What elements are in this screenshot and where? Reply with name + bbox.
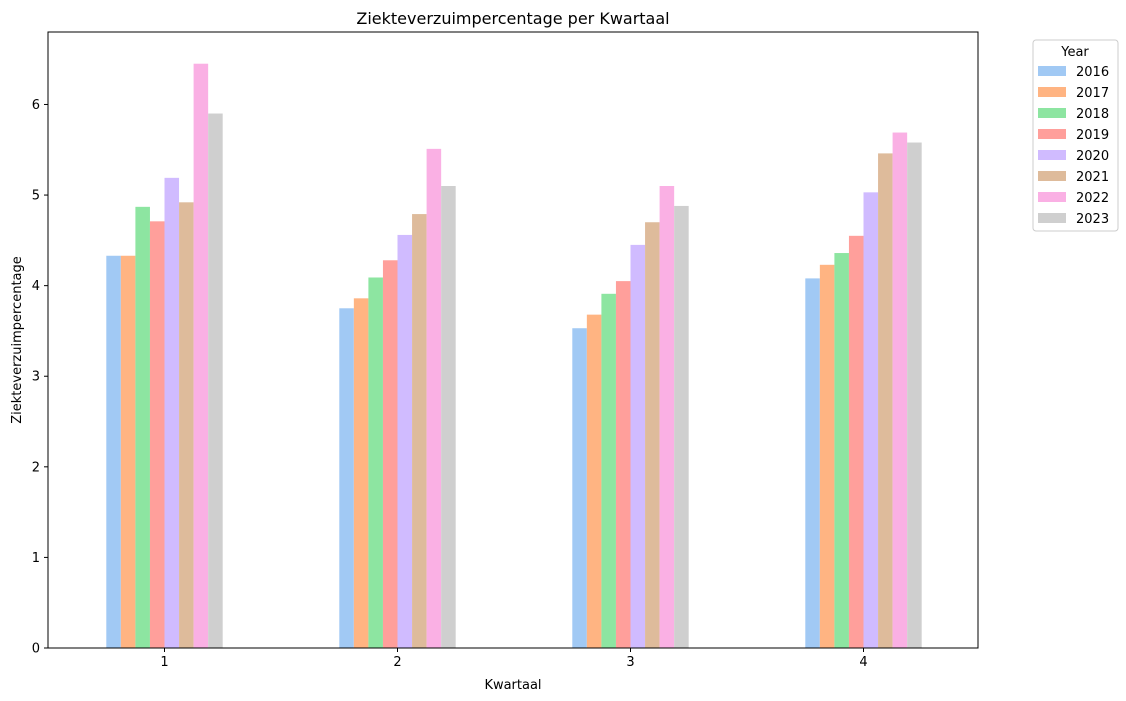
bar-2022-q3 — [659, 186, 675, 648]
legend-label-2021: 2021 — [1076, 170, 1109, 185]
bar-2019-q1 — [149, 221, 165, 648]
bar-2016-q1 — [106, 255, 121, 648]
x-axis: 1 2 3 4 — [160, 648, 868, 670]
bar-2018-q4 — [834, 253, 849, 649]
bar-2021-q3 — [645, 222, 660, 649]
y-tick-label: 1 — [32, 551, 40, 566]
x-axis-label: Kwartaal — [484, 678, 541, 693]
bar-2020-q1 — [164, 177, 180, 648]
legend-swatch-2019 — [1038, 129, 1066, 139]
bar-2019-q4 — [848, 235, 864, 648]
bar-2020-q4 — [863, 192, 879, 648]
legend-swatch-2017 — [1038, 87, 1066, 97]
legend-label-2023: 2023 — [1076, 212, 1109, 227]
legend-title: Year — [1060, 45, 1089, 60]
bar-2021-q4 — [878, 153, 893, 648]
plot-area — [106, 63, 922, 649]
y-tick-label: 4 — [32, 279, 40, 294]
bar-2018-q2 — [368, 277, 383, 648]
x-tick-label: 4 — [859, 655, 867, 670]
legend-label-2019: 2019 — [1076, 128, 1109, 143]
bar-2023-q2 — [441, 186, 456, 648]
bar-2018-q3 — [601, 293, 616, 648]
legend-label-2017: 2017 — [1076, 86, 1109, 101]
legend-label-2022: 2022 — [1076, 191, 1109, 206]
bar-2016-q2 — [339, 308, 354, 648]
legend-swatch-2016 — [1038, 66, 1066, 76]
bar-2017-q2 — [353, 298, 369, 648]
bar-2022-q4 — [892, 132, 908, 649]
x-tick-label: 1 — [160, 655, 168, 670]
bar-2016-q3 — [572, 328, 587, 648]
y-tick-label: 0 — [32, 642, 40, 657]
legend-swatch-2021 — [1038, 171, 1066, 181]
bar-2017-q1 — [120, 255, 136, 648]
y-axis-label: Ziekteverzuimpercentage — [10, 256, 25, 424]
bar-2021-q1 — [179, 202, 194, 648]
legend-swatch-2022 — [1038, 192, 1066, 202]
x-tick-label: 3 — [626, 655, 634, 670]
y-tick-label: 5 — [32, 189, 40, 204]
bar-2021-q2 — [412, 214, 427, 648]
plot-frame — [47, 31, 979, 649]
legend-label-2018: 2018 — [1076, 107, 1109, 122]
bar-2016-q4 — [805, 278, 820, 648]
bar-2017-q4 — [819, 264, 835, 648]
y-tick-label: 6 — [32, 98, 40, 113]
bar-2019-q3 — [615, 281, 631, 648]
y-tick-label: 3 — [32, 370, 40, 385]
bar-2023-q4 — [907, 142, 922, 648]
legend-swatch-2020 — [1038, 150, 1066, 160]
legend: Year 2016 2017 2018 2019 2020 2021 2022 2023 — [1032, 39, 1119, 232]
bar-2019-q2 — [382, 260, 398, 648]
bar-2023-q1 — [208, 113, 223, 648]
chart-title: Ziekteverzuimpercentage per Kwartaal — [356, 9, 669, 28]
y-tick-label: 2 — [32, 460, 40, 475]
bar-2022-q2 — [426, 148, 442, 649]
x-tick-label: 2 — [393, 655, 401, 670]
bar-2017-q3 — [586, 314, 602, 648]
legend-label-2016: 2016 — [1076, 65, 1109, 80]
bar-2020-q3 — [630, 244, 646, 648]
legend-swatch-2023 — [1038, 213, 1066, 223]
legend-label-2020: 2020 — [1076, 149, 1109, 164]
bar-2018-q1 — [135, 206, 150, 648]
y-axis: 0 1 2 3 4 5 6 — [32, 98, 48, 657]
bar-2020-q2 — [397, 234, 413, 649]
legend-swatch-2018 — [1038, 108, 1066, 118]
bar-2022-q1 — [193, 63, 209, 648]
bar-2023-q3 — [674, 205, 689, 648]
